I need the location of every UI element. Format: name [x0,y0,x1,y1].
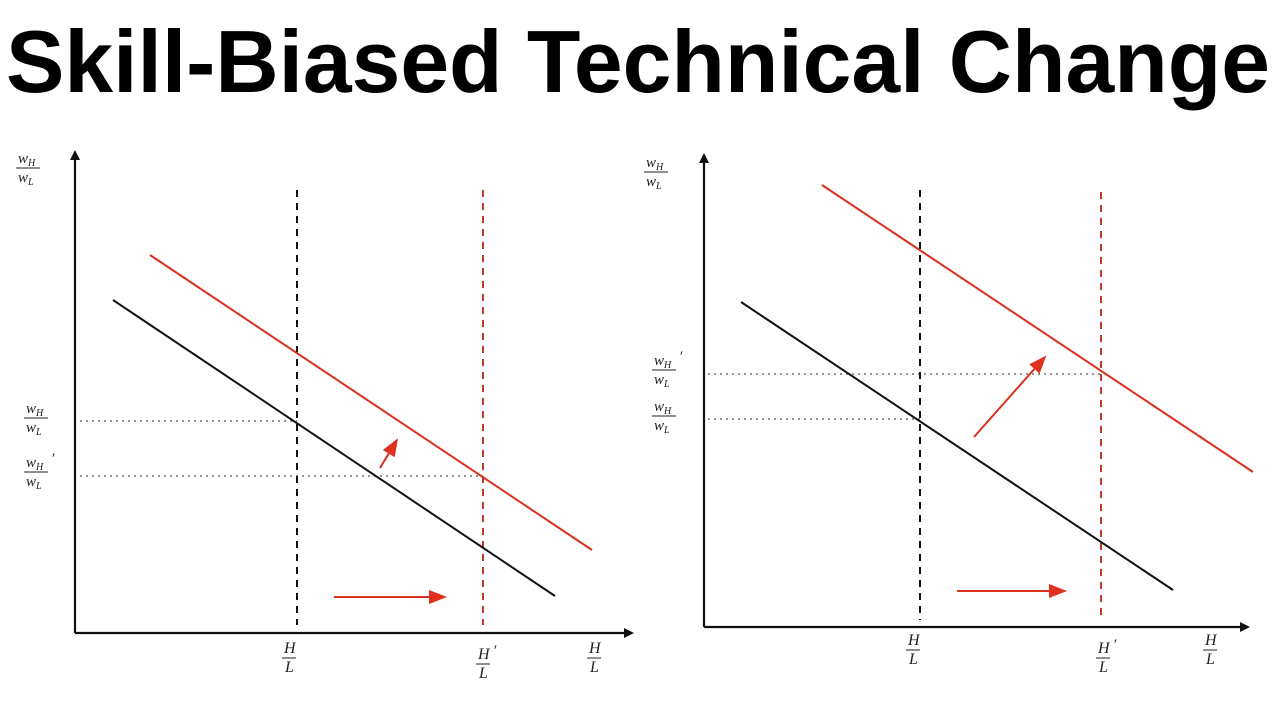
prime: ′ [493,643,497,659]
numerator-subscript: H [663,406,672,417]
fraction-label: HL [282,640,297,676]
shift-arrow [973,355,1047,438]
prime: ′ [1113,637,1117,653]
fraction-label: w Hw L [16,151,40,188]
right-panel [699,153,1254,632]
denominator: w [654,418,664,434]
fraction-label: HL ′ [476,643,497,682]
denominator-subscript: L [35,481,42,492]
numerator: w [654,353,664,369]
demand-curve [740,301,1174,591]
fraction-label: w Hw L ′ [652,349,683,390]
fraction-label: HL [587,640,602,676]
denominator: L [1205,651,1215,668]
numerator: w [646,155,656,171]
fraction-label: w Hw L [652,399,676,436]
denominator: L [908,651,918,668]
fraction-label: HL [1203,632,1218,668]
left-panel [70,150,634,638]
denominator: w [654,372,664,388]
numerator-subscript: H [663,360,672,371]
denominator: w [646,174,656,190]
fraction-label: w Hw L [644,155,668,192]
fraction-label: HL [906,632,921,668]
numerator: w [26,401,36,417]
denominator: L [589,659,599,676]
shift-arrow [379,438,399,469]
demand-curve [112,299,556,597]
numerator: w [18,151,28,167]
fraction-label: w Hw L [24,401,48,438]
prime: ′ [679,349,683,365]
fraction-label: w Hw L ′ [24,451,55,492]
numerator: w [654,399,664,415]
numerator: H [477,646,491,663]
prime: ′ [51,451,55,467]
title: Skill-Biased Technical Change [6,12,1270,111]
denominator-subscript: L [27,177,34,188]
numerator-subscript: H [27,158,36,169]
denominator-subscript: L [663,425,670,436]
denominator: w [26,474,36,490]
denominator: w [18,170,28,186]
numerator: H [907,632,921,649]
new-demand-curve [821,184,1254,473]
numerator-subscript: H [35,462,44,473]
denominator-subscript: L [655,181,662,192]
numerator-subscript: H [35,408,44,419]
numerator: H [1204,632,1218,649]
fraction-label: HL ′ [1096,637,1117,676]
denominator-subscript: L [663,379,670,390]
numerator: H [283,640,297,657]
numerator: w [26,455,36,471]
numerator: H [1097,640,1111,657]
denominator: w [26,420,36,436]
denominator-subscript: L [35,427,42,438]
numerator: H [588,640,602,657]
denominator: L [284,659,294,676]
numerator-subscript: H [655,162,664,173]
denominator: L [1098,659,1108,676]
denominator: L [478,665,488,682]
new-demand-curve [149,254,593,551]
